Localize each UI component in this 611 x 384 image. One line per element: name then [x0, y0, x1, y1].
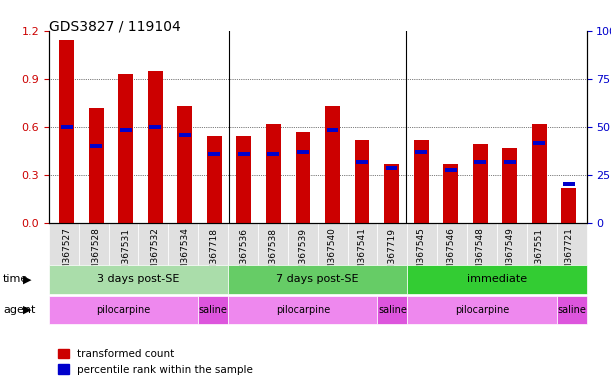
Text: pilocarpine: pilocarpine	[97, 305, 151, 315]
Bar	[266, 124, 281, 223]
Bar	[208, 152, 220, 156]
Bar	[119, 74, 133, 223]
Text: pilocarpine: pilocarpine	[455, 305, 509, 315]
Bar	[120, 128, 131, 132]
Bar	[90, 144, 102, 148]
Bar	[179, 133, 191, 137]
Bar	[327, 128, 338, 132]
Text: 7 days post-SE: 7 days post-SE	[276, 274, 359, 285]
Bar	[207, 136, 222, 223]
Text: 3 days post-SE: 3 days post-SE	[97, 274, 180, 285]
Text: saline: saline	[378, 305, 407, 315]
Bar	[149, 125, 161, 129]
Bar	[474, 160, 486, 164]
Bar	[297, 150, 309, 154]
Text: GDS3827 / 119104: GDS3827 / 119104	[49, 19, 181, 33]
Bar	[504, 160, 516, 164]
Bar	[384, 164, 399, 223]
Text: ▶: ▶	[23, 274, 32, 285]
Bar	[60, 125, 73, 129]
Bar	[89, 108, 103, 223]
Bar	[563, 182, 575, 186]
Bar	[268, 152, 279, 156]
Bar	[356, 160, 368, 164]
Bar	[296, 132, 310, 223]
Bar	[325, 106, 340, 223]
Bar	[414, 139, 428, 223]
Bar	[443, 164, 458, 223]
Bar	[236, 136, 251, 223]
Bar	[354, 139, 370, 223]
Text: agent: agent	[3, 305, 35, 315]
Text: saline: saline	[557, 305, 586, 315]
Text: pilocarpine: pilocarpine	[276, 305, 330, 315]
Text: immediate: immediate	[467, 274, 527, 285]
Bar	[238, 152, 250, 156]
Text: time: time	[3, 274, 28, 285]
Bar	[415, 150, 427, 154]
Text: saline: saline	[199, 305, 228, 315]
Bar	[445, 168, 456, 172]
Bar	[502, 147, 517, 223]
Bar	[562, 187, 576, 223]
Text: ▶: ▶	[23, 305, 32, 315]
Bar	[148, 71, 163, 223]
Bar	[533, 141, 545, 145]
Bar	[386, 166, 398, 170]
Bar	[473, 144, 488, 223]
Bar	[532, 124, 547, 223]
Bar	[59, 40, 74, 223]
Legend: transformed count, percentile rank within the sample: transformed count, percentile rank withi…	[54, 345, 257, 379]
Bar	[177, 106, 192, 223]
